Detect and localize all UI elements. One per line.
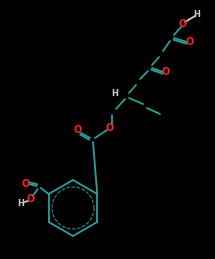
Text: O: O: [74, 125, 82, 135]
Text: O: O: [22, 179, 30, 189]
Text: O: O: [27, 194, 35, 204]
Text: H: H: [17, 199, 24, 208]
Text: O: O: [106, 123, 114, 133]
Text: H: H: [194, 10, 200, 18]
Text: O: O: [162, 67, 170, 77]
Text: H: H: [112, 89, 118, 97]
Text: O: O: [179, 19, 187, 29]
Text: O: O: [186, 37, 194, 47]
